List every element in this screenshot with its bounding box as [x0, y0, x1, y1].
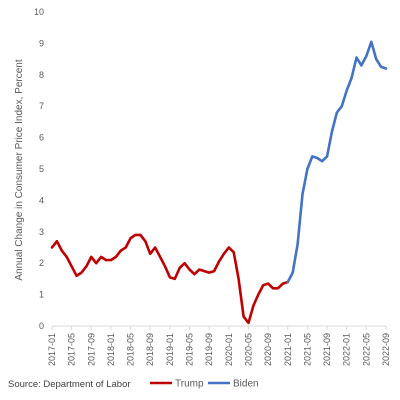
x-ticks: 2017-01 2017-05 2017-09 2018-01 2018-05 2018-…: [47, 326, 391, 366]
y-tick-label: 5: [39, 164, 44, 174]
x-tick-label: 2017-09: [86, 333, 96, 366]
x-tick-label: 2019-05: [185, 333, 195, 366]
x-tick-label: 2017-01: [47, 333, 57, 366]
y-axis-label-group: Annual Change in Consumer Price Index, P…: [14, 59, 25, 280]
y-axis-label: Annual Change in Consumer Price Index, P…: [14, 59, 25, 280]
series-line-trump: [50, 233, 290, 325]
y-tick-label: 4: [39, 195, 44, 205]
x-tick-label: 2022-05: [361, 333, 371, 366]
x-tick-label: 2020-05: [243, 333, 253, 366]
y-tick-label: 6: [39, 133, 44, 143]
x-tick-label: 2020-09: [263, 333, 273, 366]
y-ticks: 0 1 2 3 4 5 6 7 8 9 10: [34, 7, 44, 331]
x-tick-label: 2017-05: [67, 333, 77, 366]
legend-label-biden: Biden: [233, 379, 259, 390]
x-tick-label: 2019-09: [204, 333, 214, 366]
x-tick-label: 2021-05: [302, 333, 312, 366]
series-lines: [50, 40, 388, 325]
y-tick-label: 2: [39, 258, 44, 268]
legend-label-trump: Trump: [175, 379, 204, 390]
y-tick-label: 8: [39, 70, 44, 80]
y-tick-label: 1: [39, 290, 44, 300]
x-tick-label: 2021-09: [322, 333, 332, 366]
x-tick-label: 2018-09: [145, 333, 155, 366]
series-line-biden: [286, 40, 388, 284]
y-tick-label: 0: [39, 321, 44, 331]
x-tick-label: 2021-01: [283, 333, 293, 366]
x-tick-label: 2018-01: [106, 333, 116, 366]
y-tick-label: 7: [39, 101, 44, 111]
x-tick-label: 2019-01: [165, 333, 175, 366]
x-tick-label: 2018-05: [126, 333, 136, 366]
x-tick-label: 2020-01: [224, 333, 234, 366]
x-tick-label: 2022-01: [342, 333, 352, 366]
source-note: Source: Department of Labor: [8, 379, 131, 390]
x-tick-label: 2022-09: [381, 333, 391, 366]
y-tick-label: 9: [39, 38, 44, 48]
y-tick-label: 10: [34, 7, 44, 17]
y-tick-label: 3: [39, 227, 44, 237]
legend: Trump Biden: [150, 379, 259, 390]
